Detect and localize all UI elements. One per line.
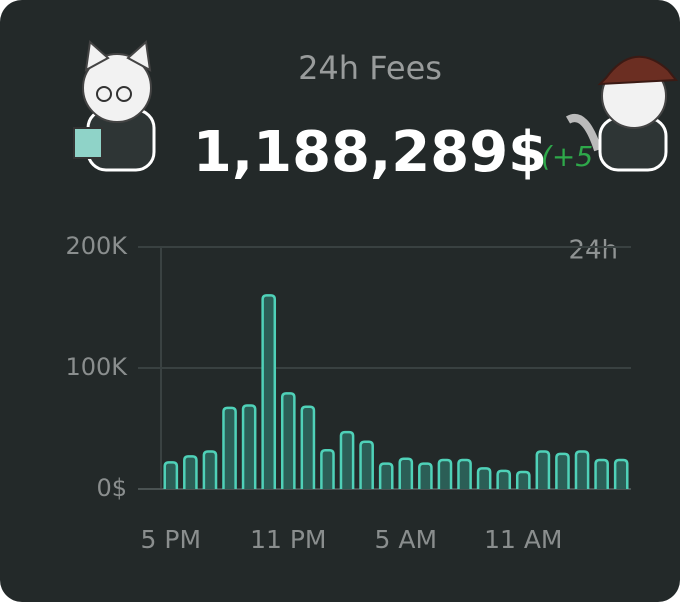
total-value: 1,188,289$ [193, 120, 547, 185]
y-tick-label: 0$ [96, 474, 127, 502]
bar [261, 294, 277, 489]
y-tick-label: 200K [65, 232, 128, 260]
change-value: (+5 [541, 140, 593, 173]
bar [418, 462, 433, 489]
bar [457, 458, 472, 489]
bar [574, 450, 590, 489]
bar [613, 458, 629, 489]
cat-right [565, 55, 678, 172]
bar [437, 458, 453, 489]
x-tick-label: 11 PM [250, 525, 326, 554]
x-tick-label: 5 PM [141, 525, 202, 554]
bar [202, 450, 218, 489]
bar [476, 467, 492, 489]
x-tick-label: 11 AM [484, 525, 562, 554]
bar [535, 450, 551, 489]
cat-left [73, 40, 156, 172]
annotation: 24h [568, 236, 618, 266]
bar [378, 462, 394, 489]
bar [496, 469, 512, 489]
bar [339, 430, 355, 489]
bar [300, 405, 316, 489]
bar [183, 455, 198, 489]
bar [222, 406, 237, 489]
bar [555, 452, 570, 489]
y-tick-label: 100K [65, 353, 128, 381]
widget-title: 24h Fees [298, 49, 442, 87]
bar [163, 461, 179, 489]
bar [241, 404, 257, 489]
x-tick-label: 5 AM [375, 525, 438, 554]
bar [515, 470, 531, 489]
bar [359, 440, 374, 489]
bar [398, 457, 414, 489]
bar [594, 458, 609, 489]
bar [320, 449, 335, 489]
bar [280, 392, 296, 489]
